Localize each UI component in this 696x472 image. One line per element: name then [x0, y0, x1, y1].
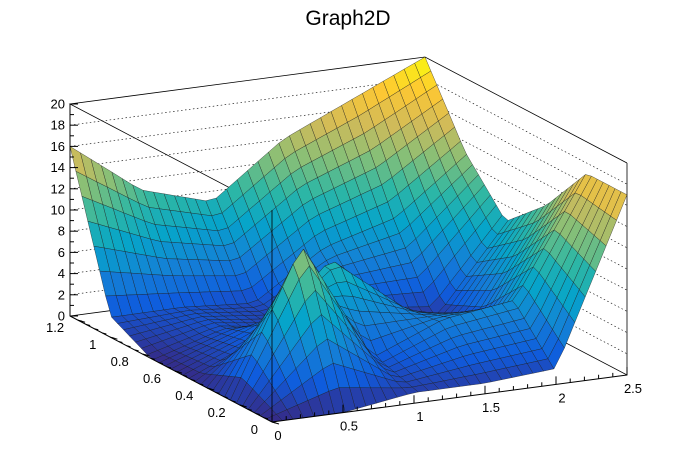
y-tick-label: 0.6 [143, 371, 161, 386]
x-tick-label: 0 [274, 428, 281, 443]
y-minor-tick [150, 357, 155, 360]
z-tick-label: 4 [58, 266, 65, 281]
z-tick-label: 16 [51, 139, 65, 154]
z-tick-label: 2 [58, 287, 65, 302]
y-minor-tick [134, 349, 139, 352]
y-minor-tick [102, 332, 107, 335]
x-tick-label: 1 [416, 409, 423, 424]
x-tick-label: 2 [558, 390, 565, 405]
y-minor-tick [263, 417, 269, 420]
y-minor-tick [223, 396, 228, 399]
surface-plot [69, 56, 628, 423]
y-minor-tick [255, 413, 260, 416]
y-minor-tick [207, 387, 212, 390]
y-minor-tick [94, 328, 99, 331]
y-minor-tick [215, 391, 220, 394]
y-minor-tick [86, 323, 91, 326]
x-tick-label: 1.5 [482, 400, 500, 415]
y-minor-tick [110, 336, 115, 339]
y-minor-tick [199, 383, 204, 386]
z-tick-label: 20 [51, 97, 65, 112]
y-minor-tick [142, 353, 147, 356]
z-tick-label: 18 [51, 118, 65, 133]
y-minor-tick [174, 370, 180, 373]
z-tick-label: 6 [58, 245, 65, 260]
y-minor-tick [126, 345, 131, 348]
y-minor-tick [182, 374, 188, 377]
y-tick-label: 1 [89, 337, 96, 352]
y-tick-label: 0.8 [111, 354, 129, 369]
y-minor-tick [158, 362, 164, 365]
z-tick-label: 10 [51, 203, 65, 218]
y-tick-label: 0 [251, 422, 258, 437]
y-minor-tick [271, 421, 277, 424]
y-minor-tick [247, 408, 252, 411]
z-tick-label: 12 [51, 181, 65, 196]
y-minor-tick [118, 340, 123, 343]
y-tick-label: 0.2 [208, 405, 226, 420]
y-minor-tick [77, 319, 83, 322]
x-tick-label: 2.5 [624, 381, 642, 396]
y-minor-tick [231, 400, 236, 403]
y-axis: 0 0.2 0.4 0.6 0.8 1 1.2 [46, 319, 280, 437]
y-tick-label: 1.2 [46, 320, 64, 335]
y-minor-tick [166, 366, 172, 369]
y-minor-tick [191, 379, 196, 382]
y-tick-label: 0.4 [175, 388, 193, 403]
z-tick-label: 14 [51, 160, 65, 175]
z-tick-label: 8 [58, 224, 65, 239]
z-tick-label: 0 [58, 309, 65, 324]
x-axis: 0 0.5 1 1.5 2 2.5 [271, 367, 642, 443]
x-tick-label: 0.5 [340, 419, 358, 434]
x-axis-line [271, 374, 628, 423]
chart-title: Graph2D [305, 7, 390, 30]
z-axis: 0 2 4 6 8 10 12 14 16 18 20 [51, 97, 78, 324]
top-back-edges [68, 56, 628, 211]
y-minor-tick [239, 404, 244, 407]
